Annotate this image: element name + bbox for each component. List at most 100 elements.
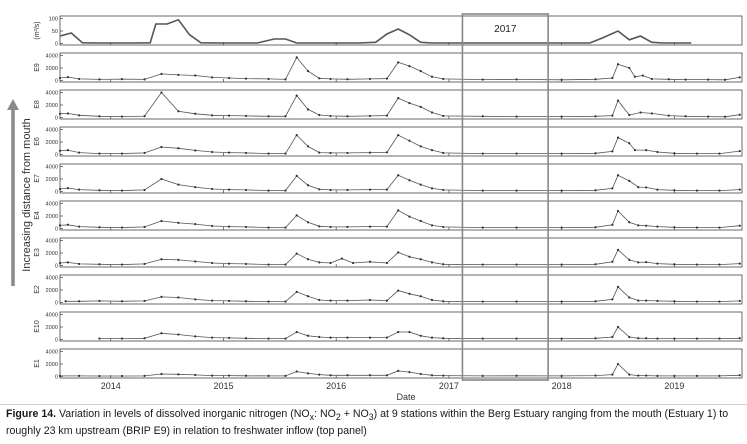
data-point xyxy=(419,334,422,337)
data-point xyxy=(656,188,659,191)
data-point xyxy=(673,337,676,340)
data-point xyxy=(318,373,321,376)
data-point xyxy=(408,255,411,258)
data-point xyxy=(645,374,648,377)
data-point xyxy=(481,337,484,340)
data-point xyxy=(98,78,101,81)
figure: 0 50 100 (m³/s) 0 2000 4000 E9 0 2000 4000 E8 0 2000 4… xyxy=(7,13,743,402)
data-point xyxy=(318,261,321,264)
data-point xyxy=(306,295,310,298)
data-point xyxy=(560,226,563,229)
data-point xyxy=(656,225,659,228)
data-point xyxy=(738,76,741,79)
panel-e7: 0 2000 4000 E7 xyxy=(34,163,743,196)
data-point xyxy=(637,186,640,189)
data-point xyxy=(667,78,670,81)
data-point xyxy=(481,189,484,192)
panel-frame xyxy=(59,89,743,120)
data-point xyxy=(318,225,321,228)
data-point xyxy=(267,152,270,155)
data-point xyxy=(637,299,640,302)
data-point xyxy=(98,263,101,266)
data-point xyxy=(442,337,445,340)
data-point xyxy=(211,261,214,265)
panel-e1: 0 2000 4000 E1 xyxy=(34,348,743,381)
y-tick-label: 4000 xyxy=(46,91,58,97)
data-point xyxy=(120,115,124,118)
data-point xyxy=(78,225,81,228)
data-point xyxy=(611,76,614,80)
data-point xyxy=(560,115,563,118)
data-point xyxy=(645,149,648,152)
data-point xyxy=(616,248,620,251)
data-point xyxy=(194,186,197,189)
series-line-e2 xyxy=(65,286,740,303)
series-line-e6 xyxy=(59,134,740,155)
y-tick-label: 0 xyxy=(55,116,58,122)
data-point xyxy=(227,336,231,340)
data-point xyxy=(120,263,124,266)
data-point xyxy=(284,374,287,377)
data-point xyxy=(695,226,699,229)
data-point xyxy=(430,111,434,114)
data-point xyxy=(611,150,614,153)
data-point xyxy=(295,56,298,59)
data-point xyxy=(616,209,620,213)
y-tick-label: 2000 xyxy=(46,177,58,183)
y-tick-label: 4000 xyxy=(46,313,58,319)
y-tick-label: 4000 xyxy=(46,165,58,171)
data-point xyxy=(306,334,310,337)
data-point xyxy=(645,186,648,189)
data-point xyxy=(160,372,163,376)
data-point xyxy=(160,72,163,76)
data-point xyxy=(656,150,659,154)
data-point xyxy=(306,258,310,261)
data-point xyxy=(611,298,614,301)
data-point xyxy=(637,374,640,377)
data-point xyxy=(656,262,659,265)
data-point xyxy=(611,373,614,376)
data-point xyxy=(194,223,197,226)
data-point xyxy=(637,224,640,227)
data-point xyxy=(430,298,434,302)
data-point xyxy=(684,78,687,81)
data-point xyxy=(611,187,614,190)
data-point xyxy=(419,295,422,298)
data-point xyxy=(143,188,146,192)
data-point xyxy=(227,262,231,265)
data-point xyxy=(718,263,721,266)
caption-divider xyxy=(0,404,747,405)
data-point xyxy=(515,226,518,229)
data-point xyxy=(267,226,270,229)
data-point xyxy=(194,373,197,377)
data-point xyxy=(385,188,389,191)
panel-frame xyxy=(59,274,743,305)
caption-text-1: Variation in levels of dissolved inorgan… xyxy=(56,408,310,420)
year-2017-highlight-box xyxy=(461,13,549,381)
data-point xyxy=(594,337,597,340)
y-tick-label: 2000 xyxy=(46,251,58,257)
data-point xyxy=(211,150,214,154)
panel-e6: 0 2000 4000 E6 xyxy=(34,126,743,159)
data-point xyxy=(244,337,248,340)
y-tick-label: 0 xyxy=(55,264,58,270)
data-point xyxy=(707,78,710,81)
x-axis-label: Date xyxy=(396,392,415,402)
panel-e4: 0 2000 4000 E4 xyxy=(34,200,743,233)
data-point xyxy=(211,224,214,228)
data-point xyxy=(408,330,411,334)
y-tick-label: 2000 xyxy=(46,140,58,146)
data-point xyxy=(66,149,69,152)
data-point xyxy=(78,151,81,154)
data-point xyxy=(408,102,411,105)
data-point xyxy=(723,78,727,81)
data-point xyxy=(244,262,248,266)
data-point xyxy=(673,263,676,266)
data-point xyxy=(194,149,197,152)
data-point xyxy=(78,262,81,266)
data-point xyxy=(628,335,631,339)
data-point xyxy=(267,374,270,377)
data-point xyxy=(560,337,563,340)
y-tick-label: 4000 xyxy=(46,239,58,245)
data-point xyxy=(66,112,69,115)
